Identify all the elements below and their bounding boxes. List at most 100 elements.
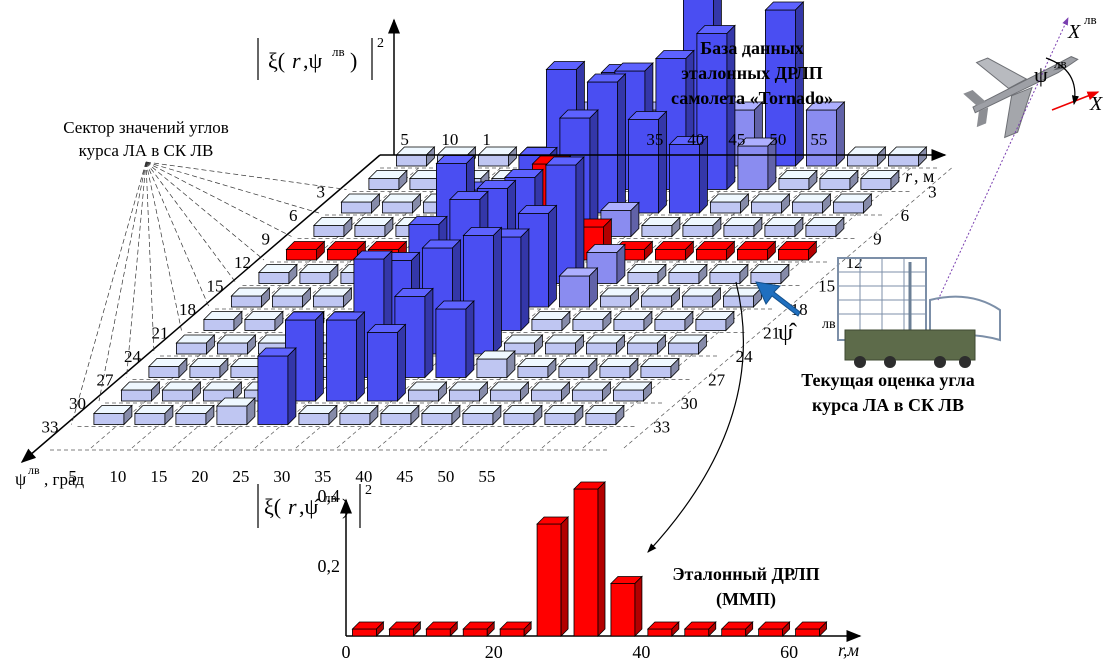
surface-bar (777, 169, 818, 191)
svg-text:лв: лв (324, 490, 337, 505)
surface-bar (612, 310, 653, 332)
svg-text:ξ(: ξ( (264, 494, 281, 519)
r-tick-label: 25 (232, 467, 249, 486)
surface-bar (133, 404, 174, 426)
surface-bar (175, 334, 216, 355)
surface-bar (407, 381, 448, 402)
surface-bar (366, 323, 407, 402)
bottom-x-label: r,м (838, 640, 860, 660)
bottom-bar (646, 621, 680, 637)
surface-bar (736, 240, 777, 261)
svg-text:ψ: ψ (15, 469, 27, 489)
psi-tick-label: 15 (207, 277, 224, 296)
surface-bar (832, 193, 873, 214)
svg-text:ξ(: ξ( (268, 48, 285, 73)
surface-bar (202, 310, 243, 332)
svg-text:X: X (1067, 21, 1081, 43)
x-lv-axis (937, 17, 1069, 301)
svg-text:Эталонный ДРЛП: Эталонный ДРЛП (672, 564, 819, 584)
surface-bar (230, 287, 271, 308)
reference-profile-chart: 0 20 40 60 0,2 0,4 r,м (318, 481, 862, 662)
surface-bar (297, 404, 338, 426)
bottom-bar (794, 621, 828, 637)
psi-tick-label: 27 (708, 371, 726, 390)
surface-bar (340, 193, 381, 214)
surface-bar (393, 287, 434, 379)
surface-bar (571, 381, 612, 402)
svg-text:2: 2 (377, 36, 384, 51)
psi-angle-arc (1045, 57, 1080, 106)
surface-bar (653, 310, 694, 332)
surface-bar (256, 347, 297, 426)
surface-bar (502, 404, 543, 426)
surface-bar (612, 381, 653, 402)
surface-bar (627, 110, 668, 214)
svg-text:Сектор значений углов: Сектор значений углов (63, 118, 229, 137)
surface-bar (448, 381, 489, 402)
surface-bar (804, 216, 845, 238)
aircraft-icon (963, 56, 1079, 139)
r-tick-label: 55 (478, 467, 495, 486)
surface-bar (475, 350, 516, 379)
surface-bar (353, 216, 394, 238)
psi-tick-label: 30 (681, 394, 698, 413)
surface-bar (92, 404, 133, 426)
svg-text:ψ̂: ψ̂ (778, 320, 797, 346)
surface-bar (557, 357, 598, 379)
psi-tick-label: 18 (791, 300, 808, 319)
surface-bar (777, 240, 818, 261)
surface-bar (736, 137, 777, 191)
svg-text:2: 2 (365, 483, 372, 498)
surface-bar (326, 240, 367, 261)
psi-tick-label: 21 (152, 324, 169, 343)
bottom-x-tick: 40 (632, 642, 650, 662)
surface-bar (805, 101, 846, 167)
surface-bar (530, 381, 571, 402)
surface-bar (681, 287, 722, 308)
psi-tick-label: 33 (653, 418, 670, 437)
psi-tick-label: 15 (818, 277, 835, 296)
surface-bar (694, 310, 735, 332)
estimate-label: Текущая оценка угла курса ЛА в СК ЛВ (801, 370, 975, 415)
surface-bar (530, 310, 571, 332)
psi-tick-label: 6 (289, 206, 298, 225)
surface-bar (598, 357, 639, 379)
r-tick-label: 45 (728, 130, 745, 149)
surface-bar (489, 381, 530, 402)
r-tick-label: 15 (150, 467, 167, 486)
xi-squared-label-top: ξ( r ,ψ лв ) 2 (257, 36, 384, 80)
r-tick-label: 50 (437, 467, 454, 486)
surface-bar (846, 146, 887, 167)
surface-bar (667, 334, 708, 355)
surface-bar (640, 216, 681, 238)
r-tick-label: 50 (769, 130, 786, 149)
surface-bar (654, 240, 695, 261)
psi-axis-label: ψ лв , град (15, 463, 85, 489)
r-tick-label: 10 (441, 130, 458, 149)
svg-text:эталонных ДРЛП: эталонных ДРЛП (681, 63, 823, 83)
surface-bar (558, 267, 599, 308)
bottom-y-tick: 0,4 (318, 486, 341, 506)
svg-text:лв: лв (1054, 56, 1067, 71)
r-tick-label: 40 (687, 130, 704, 149)
surface-bar (147, 357, 188, 379)
surface-bar (859, 169, 900, 191)
psi-hat-label: ψ̂ лв (778, 317, 836, 346)
svg-text:r: r (905, 166, 913, 186)
surface-bar (285, 240, 326, 261)
surface-bar (395, 146, 436, 167)
x-lv-label: X лв (1067, 12, 1097, 43)
surface-bar (749, 263, 790, 285)
xi-squared-label-bottom: ξ( r ,ψ̂ лв ) 2 (257, 483, 372, 528)
svg-text:самолета «Tornado»: самолета «Tornado» (671, 88, 833, 108)
bottom-bar (757, 621, 791, 637)
surface-bar (584, 404, 625, 426)
psi-tick-label: 24 (124, 347, 142, 366)
psi-tick-label: 3 (928, 183, 937, 202)
bottom-bar (462, 621, 496, 637)
surface-bar (543, 404, 584, 426)
r-tick-label: 5 (68, 467, 77, 486)
surface-bar (434, 300, 475, 379)
r-ticks-front: 5 10 15 20 25 30 35 40 45 50 55 (68, 467, 495, 486)
